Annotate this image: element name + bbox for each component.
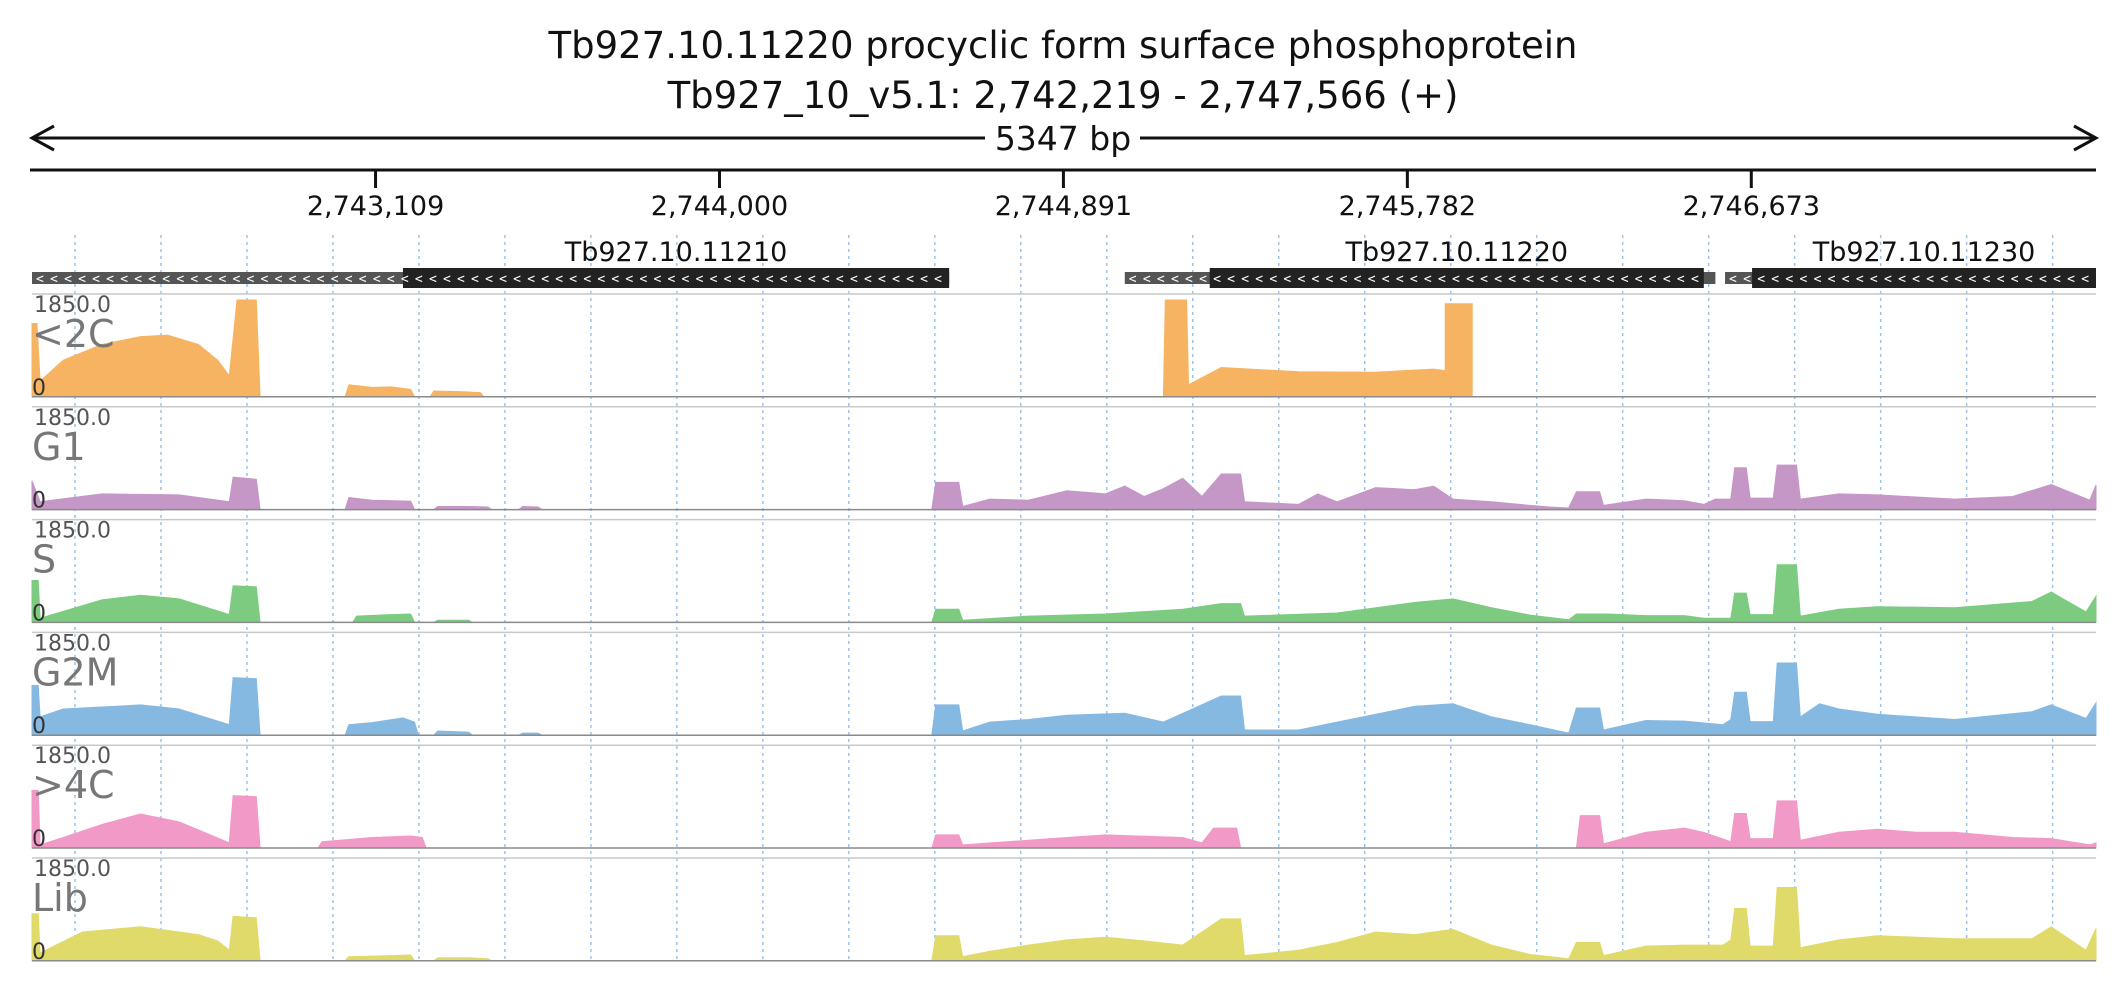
x-tick-label: 2,743,109 — [307, 191, 444, 222]
x-tick-label: 2,746,673 — [1683, 191, 1820, 222]
gene-cds — [1752, 268, 2096, 288]
strand-arrows: <<<<<<<<<<<<<<<<<<<<<<<<<<<<<<<<<<<<<<<<… — [1129, 272, 1699, 287]
gene-label: Tb927.10.11220 — [1344, 237, 1568, 268]
track-name: G2M — [32, 650, 118, 694]
y-max-label: 1850.0 — [34, 293, 111, 318]
gene-feature: <<<<<<<<<<<<<<<<<<<<<<<<<<<<<<<<<<<<<<<<… — [1124, 237, 1716, 288]
track-4: 1850.0 0 >4C — [31, 744, 2097, 852]
track-name: <2C — [32, 312, 115, 356]
y-max-label: 1850.0 — [34, 519, 111, 544]
grid-lines — [74, 235, 2054, 962]
span-ruler: 5347 bp — [28, 119, 2100, 158]
y-zero-label: 0 — [32, 601, 46, 626]
gene-label: Tb927.10.11210 — [564, 237, 788, 268]
x-tick-label: 2,745,782 — [1339, 191, 1476, 222]
track-1: 1850.0 0 G1 — [31, 406, 2097, 514]
track-name: S — [32, 538, 56, 582]
y-max-label: 1850.0 — [34, 406, 111, 431]
track-2: 1850.0 0 S — [31, 519, 2097, 626]
span-length-label: 5347 bp — [995, 119, 1131, 158]
y-max-label: 1850.0 — [34, 744, 111, 769]
track-name: >4C — [32, 763, 115, 807]
chart-subtitle: Tb927_10_v5.1: 2,742,219 - 2,747,566 (+) — [667, 74, 1459, 117]
y-zero-label: 0 — [32, 827, 46, 852]
coverage-area — [31, 464, 2097, 511]
y-zero-label: 0 — [32, 714, 46, 739]
x-tick-label: 2,744,891 — [995, 191, 1132, 222]
y-zero-label: 0 — [32, 376, 46, 401]
y-zero-label: 0 — [32, 940, 46, 965]
chart-title: Tb927.10.11220 procyclic form surface ph… — [547, 24, 1577, 67]
x-axis-ticks: 2,743,109 2,744,000 2,744,891 2,745,782 2,74… — [307, 170, 1820, 222]
track-0: 1850.0 0 <2C — [31, 293, 2096, 401]
gene-cds — [402, 268, 950, 288]
coverage-area — [31, 299, 2096, 398]
coverage-area — [31, 789, 2097, 849]
gene-label: Tb927.10.11230 — [1812, 237, 2036, 268]
coverage-tracks: 1850.00<2C1850.00G11850.00S1850.00G2M185… — [31, 293, 2097, 965]
track-5: 1850.0 0 Lib — [31, 857, 2097, 965]
track-name: G1 — [32, 425, 86, 469]
x-tick-label: 2,744,000 — [651, 191, 788, 222]
gene-feature: <<<<<<<<<<<<<<<<<<<<<<<<<<Tb927.10.11230 — [1725, 237, 2096, 288]
gene-feature: <<<<<<<<<<<<<<<<<<<<<<<<<<<<<<<<<<<<<<<<… — [32, 237, 950, 288]
track-3: 1850.0 0 G2M — [31, 631, 2097, 739]
span-arrowhead-left — [28, 124, 55, 152]
gene-track: <<<<<<<<<<<<<<<<<<<<<<<<<<<<<<<<<<<<<<<<… — [32, 237, 2096, 288]
y-zero-label: 0 — [32, 489, 46, 514]
strand-arrows: <<<<<<<<<<<<<<<<<<<<<<<<<<<<<<<<<<<<<<<<… — [36, 272, 942, 287]
track-name: Lib — [32, 876, 88, 920]
coverage-area — [31, 662, 2097, 736]
gene-cds — [1209, 268, 1704, 288]
y-max-label: 1850.0 — [34, 857, 111, 882]
y-max-label: 1850.0 — [34, 631, 111, 656]
coverage-area — [31, 887, 2097, 962]
span-arrowhead-right — [2073, 124, 2100, 152]
coverage-area — [31, 564, 2097, 623]
